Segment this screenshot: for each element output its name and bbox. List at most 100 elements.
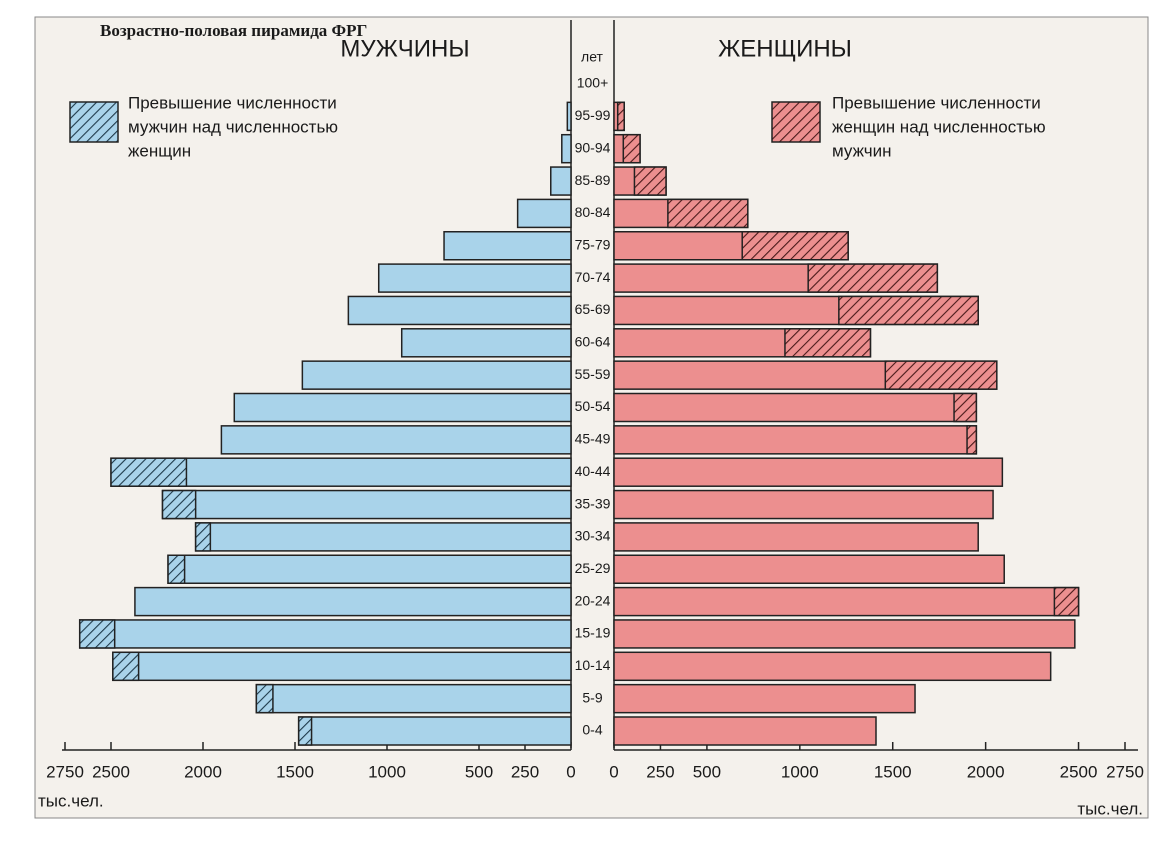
x-tick-label: 0 — [566, 762, 575, 781]
age-label: 80-84 — [575, 204, 611, 220]
male-bar — [112, 651, 572, 682]
female-excess — [884, 360, 998, 390]
legend-text: Превышение численности — [128, 93, 337, 112]
female-bar — [613, 716, 877, 746]
legend-swatch — [771, 101, 821, 143]
male-bar — [134, 586, 572, 617]
female-excess — [807, 263, 939, 293]
age-label: 65-69 — [575, 301, 611, 317]
x-tick-label: 2750 — [1106, 762, 1144, 781]
legend-text: мужчин над численностью — [128, 117, 338, 136]
x-tick-label: 1500 — [874, 762, 912, 781]
age-label: 25-29 — [575, 560, 611, 576]
male-bar — [78, 619, 572, 649]
legend-text: Превышение численности — [832, 93, 1041, 112]
male-bar — [377, 263, 572, 293]
age-label: 100+ — [577, 75, 609, 91]
x-tick-label: 500 — [693, 762, 721, 781]
female-excess — [1053, 586, 1080, 617]
female-bar — [613, 683, 916, 714]
age-label: 75-79 — [575, 236, 611, 252]
legend-text: женщин над численностью — [832, 117, 1046, 136]
age-label: 20-24 — [575, 592, 611, 608]
age-label: 45-49 — [575, 431, 611, 447]
male-bar — [110, 457, 572, 487]
female-excess — [953, 392, 978, 423]
age-label: 5-9 — [582, 689, 602, 705]
age-label: 60-64 — [575, 334, 611, 350]
male-excess — [110, 457, 188, 487]
male-bar — [194, 522, 572, 552]
female-bar — [613, 522, 979, 552]
female-excess — [741, 231, 849, 261]
x-axis-label: тыс.чел. — [38, 791, 104, 810]
female-bar — [613, 651, 1052, 682]
x-tick-label: 2000 — [967, 762, 1005, 781]
age-label: 35-39 — [575, 495, 611, 511]
male-excess — [255, 683, 274, 714]
female-header: ЖЕНЩИНЫ — [718, 35, 852, 62]
male-bar — [301, 360, 572, 390]
female-excess — [667, 198, 749, 229]
age-label: 50-54 — [575, 398, 611, 414]
male-bar — [161, 489, 572, 520]
female-excess — [966, 425, 978, 455]
female-bar — [613, 554, 1005, 584]
age-label: 40-44 — [575, 463, 611, 479]
male-excess — [167, 554, 186, 584]
male-bar — [255, 683, 572, 714]
female-bar — [613, 619, 1076, 649]
x-tick-label: 2750 — [46, 762, 84, 781]
male-excess — [194, 522, 212, 552]
age-label: 55-59 — [575, 366, 611, 382]
x-tick-label: 2000 — [184, 762, 222, 781]
chart-title: Возрастно-половая пирамида ФРГ — [100, 21, 367, 40]
male-bar — [347, 295, 572, 326]
male-bar — [443, 231, 572, 261]
female-bar — [613, 425, 978, 455]
female-excess — [616, 101, 625, 132]
age-label: 70-74 — [575, 269, 611, 285]
female-bar — [613, 489, 994, 520]
x-tick-label: 250 — [511, 762, 539, 781]
legend-text: мужчин — [832, 141, 892, 160]
age-label: 90-94 — [575, 139, 611, 155]
male-excess — [161, 489, 197, 520]
x-tick-label: 1000 — [781, 762, 819, 781]
female-bar — [613, 392, 978, 423]
male-bar — [167, 554, 572, 584]
female-excess — [622, 133, 641, 164]
x-tick-label: 1500 — [276, 762, 314, 781]
male-bar — [233, 392, 572, 423]
age-label: 95-99 — [575, 107, 611, 123]
x-axis-label: тыс.чел. — [1077, 799, 1143, 818]
male-excess — [297, 716, 313, 746]
male-bar — [516, 198, 572, 229]
male-bar — [297, 716, 572, 746]
male-bar — [550, 166, 572, 196]
male-bar — [561, 133, 572, 164]
age-label: 15-19 — [575, 625, 611, 641]
male-excess — [112, 651, 140, 682]
x-tick-label: 1000 — [368, 762, 406, 781]
x-tick-label: 250 — [646, 762, 674, 781]
x-tick-label: 500 — [465, 762, 493, 781]
male-header: МУЖЧИНЫ — [340, 35, 469, 62]
x-tick-label: 2500 — [92, 762, 130, 781]
age-label: лет — [581, 49, 603, 65]
age-label: 10-14 — [575, 657, 611, 673]
age-label: 30-34 — [575, 528, 611, 544]
age-label: 0-4 — [582, 722, 602, 738]
x-tick-label: 0 — [609, 762, 618, 781]
male-excess — [78, 619, 116, 649]
x-tick-label: 2500 — [1060, 762, 1098, 781]
female-excess — [784, 328, 872, 358]
female-bar — [613, 457, 1004, 487]
male-bar — [400, 328, 572, 358]
legend-swatch — [69, 101, 119, 143]
male-bar — [220, 425, 572, 455]
female-excess — [633, 166, 667, 196]
female-excess — [838, 295, 979, 326]
male-bar — [566, 101, 572, 132]
